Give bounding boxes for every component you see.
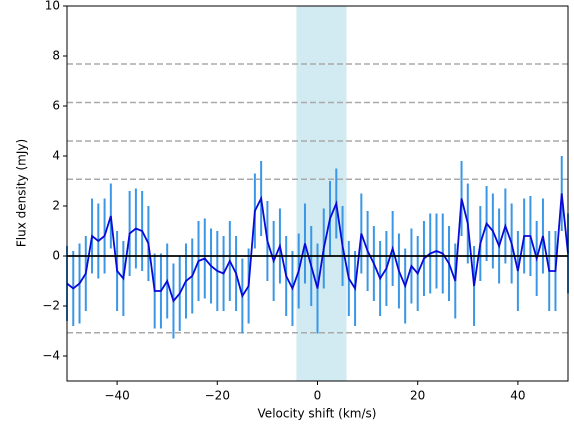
y-tick-label: −2 xyxy=(42,299,60,313)
y-tick-label: 2 xyxy=(52,199,60,213)
highlight-span xyxy=(296,6,347,381)
y-tick-label: 4 xyxy=(52,149,60,163)
data-line xyxy=(66,193,569,303)
y-tick-label: 8 xyxy=(52,49,60,63)
y-tick-label: 6 xyxy=(52,99,60,113)
x-tick-label: 20 xyxy=(410,389,425,403)
x-tick-label: −20 xyxy=(205,389,230,403)
y-axis-label: Flux density (mJy) xyxy=(15,139,29,247)
y-tick-label: 0 xyxy=(52,249,60,263)
x-tick-label: 0 xyxy=(314,389,322,403)
x-tick-label: 40 xyxy=(510,389,525,403)
y-tick-label: 10 xyxy=(45,0,60,13)
y-tick-label: −4 xyxy=(42,349,60,363)
x-axis-label: Velocity shift (km/s) xyxy=(258,407,377,421)
x-tick-label: −40 xyxy=(104,389,129,403)
